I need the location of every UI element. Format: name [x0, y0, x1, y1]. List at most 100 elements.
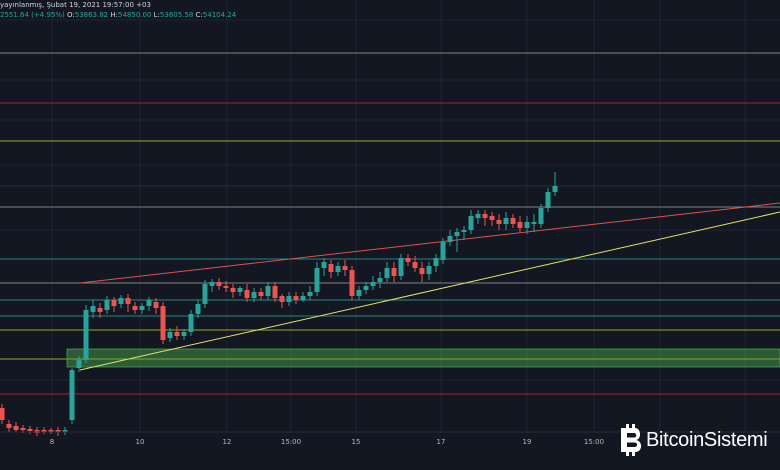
candle-down — [48, 430, 54, 432]
open-value: 53863.82 — [74, 11, 109, 19]
candle-down — [125, 298, 131, 304]
candle-up — [69, 370, 75, 420]
candle-up — [307, 292, 313, 296]
x-axis: 8 10 12 15:00 15 17 19 15:00 — [0, 438, 780, 452]
candle-down — [97, 308, 103, 312]
candle-up — [538, 208, 544, 224]
candle-up — [440, 242, 446, 260]
candle-up — [209, 282, 215, 286]
candle-up — [83, 310, 89, 360]
candle-up — [433, 258, 439, 266]
demand-zone — [66, 348, 780, 368]
candle-up — [363, 286, 369, 290]
candle-up — [188, 314, 194, 332]
candle-down — [405, 258, 411, 262]
candle-down — [244, 290, 250, 298]
x-tick-label: 15:00 — [280, 438, 302, 446]
candle-down — [41, 430, 47, 432]
close-label: C: — [195, 11, 203, 19]
x-tick-label: 10 — [135, 438, 145, 446]
x-tick-label: 19 — [522, 438, 532, 446]
x-tick-label: 15 — [351, 438, 361, 446]
open-label: O: — [66, 11, 75, 19]
low-value: 53605.58 — [159, 11, 194, 19]
x-tick-label: 12 — [222, 438, 232, 446]
candle-up — [195, 304, 201, 314]
candle-up — [531, 222, 537, 224]
candle-down — [0, 408, 5, 420]
candle-up — [265, 286, 271, 296]
candle-down — [258, 292, 264, 296]
candle-up — [118, 298, 124, 304]
high-label: H: — [110, 11, 118, 19]
candle-down — [489, 216, 495, 220]
candle-up — [146, 300, 152, 306]
low-label: L: — [153, 11, 160, 19]
candle-up — [447, 236, 453, 242]
candle-up — [461, 230, 467, 232]
candle-up — [398, 258, 404, 276]
candle-down — [279, 296, 285, 302]
candle-up — [139, 306, 145, 310]
candle-down — [293, 296, 299, 300]
candle-up — [552, 186, 558, 192]
candle-down — [510, 218, 516, 224]
candle-down — [517, 222, 523, 228]
candle-up — [475, 214, 481, 218]
candle-up — [181, 332, 187, 336]
close-value: 54104.24 — [202, 11, 237, 19]
brand-logo: BitcoinSistemi — [617, 422, 768, 458]
candle-up — [76, 360, 82, 368]
ohlc-row: 2551.64 (+4.95%) O:53863.82 H:54850.00 L… — [0, 11, 236, 19]
trendline-resistance — [79, 202, 780, 284]
candle-up — [62, 430, 68, 432]
candle-up — [237, 288, 243, 292]
x-tick-label: 17 — [436, 438, 446, 446]
candle-up — [377, 278, 383, 282]
price-change: 2551.64 (+4.95%) — [0, 11, 65, 19]
candle-up — [202, 284, 208, 304]
candle-up — [300, 296, 306, 300]
candle-up — [384, 268, 390, 278]
candle-down — [272, 286, 278, 298]
candle-down — [230, 288, 236, 292]
candle-up — [545, 192, 551, 208]
candle-down — [153, 302, 159, 308]
candle-down — [174, 332, 180, 336]
candle-down — [160, 306, 166, 340]
candle-down — [223, 286, 229, 288]
candle-up — [335, 266, 341, 272]
candle-down — [132, 306, 138, 310]
candle-down — [391, 268, 397, 276]
candle-up — [426, 266, 432, 274]
publish-date: yayınlanmış, Şubat 19, 2021 19:57:00 +03 — [0, 1, 151, 9]
chart-header: yayınlanmış, Şubat 19, 2021 19:57:00 +03… — [0, 1, 236, 19]
candle-up — [104, 300, 110, 310]
candle-up — [454, 232, 460, 236]
candle-down — [111, 300, 117, 306]
candle-down — [419, 268, 425, 274]
trendline-support — [79, 211, 780, 371]
logo-text: BitcoinSistemi — [646, 428, 768, 451]
candle-down — [349, 270, 355, 296]
candle-down — [482, 214, 488, 218]
x-tick-label: 8 — [49, 438, 55, 446]
candle-up — [503, 218, 509, 224]
candle-down — [216, 282, 222, 286]
candle-up — [90, 306, 96, 312]
candle-up — [251, 292, 257, 298]
candle-up — [370, 282, 376, 286]
candle-up — [524, 222, 530, 228]
candle-down — [342, 266, 348, 270]
candle-up — [468, 216, 474, 230]
candle-up — [286, 296, 292, 302]
bitcoin-icon — [621, 424, 642, 456]
high-value: 54850.00 — [118, 11, 152, 19]
candle-up — [167, 332, 173, 338]
candle-down — [27, 429, 33, 431]
candle-down — [55, 430, 61, 432]
candle-down — [13, 426, 19, 430]
candle-down — [412, 262, 418, 268]
